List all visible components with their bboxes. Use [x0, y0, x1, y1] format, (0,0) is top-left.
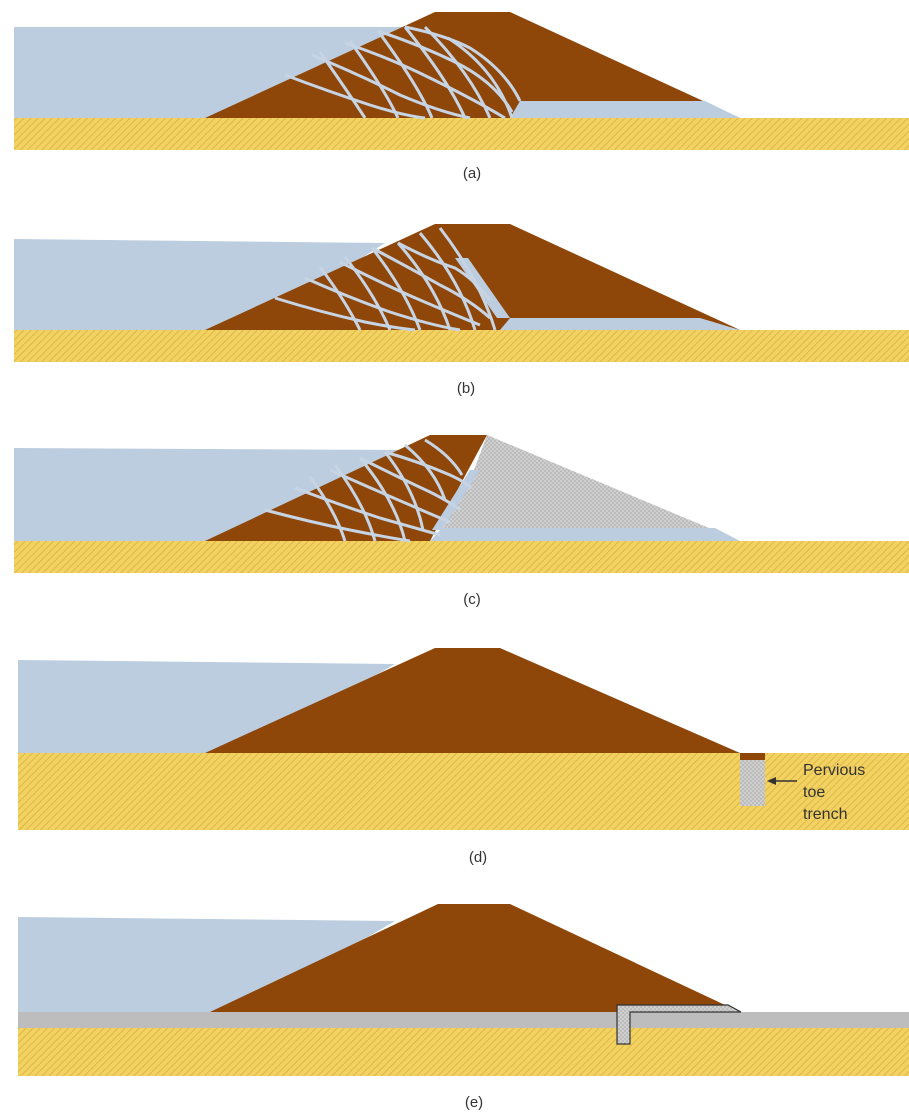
reservoir-water [14, 448, 400, 541]
reservoir-water [18, 660, 395, 753]
panel-a: (a) [14, 12, 909, 182]
foundation-layer [18, 753, 909, 830]
blanket-layer [18, 1012, 909, 1028]
embankment [205, 648, 740, 753]
toe-drain [510, 101, 740, 118]
toe-drain [430, 528, 740, 541]
reservoir-water [14, 27, 405, 118]
horizontal-blanket-drain [616, 1004, 742, 1045]
annotation-line-3: trench [803, 806, 847, 823]
toe-drain [500, 318, 740, 330]
flow-net [264, 438, 473, 543]
panel-caption: (d) [469, 849, 487, 866]
reservoir-water [18, 917, 395, 1012]
flow-net [274, 227, 497, 332]
trench-cap [740, 753, 765, 760]
panel-c: (c) [14, 435, 909, 608]
annotation-line-1: Pervious [803, 762, 865, 779]
panel-caption: (c) [463, 591, 481, 608]
panel-caption: (b) [457, 380, 475, 397]
foundation-layer [14, 330, 909, 362]
foundation-layer [14, 541, 909, 573]
pervious-shell [437, 435, 740, 541]
reservoir-water [14, 239, 385, 330]
foundation-layer [18, 1028, 909, 1076]
annotation-arrowhead [767, 777, 776, 785]
embankment [205, 12, 740, 118]
panel-caption: (e) [465, 1094, 483, 1111]
panel-b: (b) [14, 224, 909, 397]
embankment [210, 904, 740, 1012]
panel-d: Pervious toe trench (d) [18, 648, 909, 866]
pervious-toe-trench [740, 760, 765, 806]
panel-e: (e) [18, 904, 909, 1111]
panel-caption: (a) [463, 165, 481, 182]
flow-net [284, 25, 522, 120]
annotation-line-2: toe [803, 784, 825, 801]
foundation-layer [14, 118, 909, 150]
